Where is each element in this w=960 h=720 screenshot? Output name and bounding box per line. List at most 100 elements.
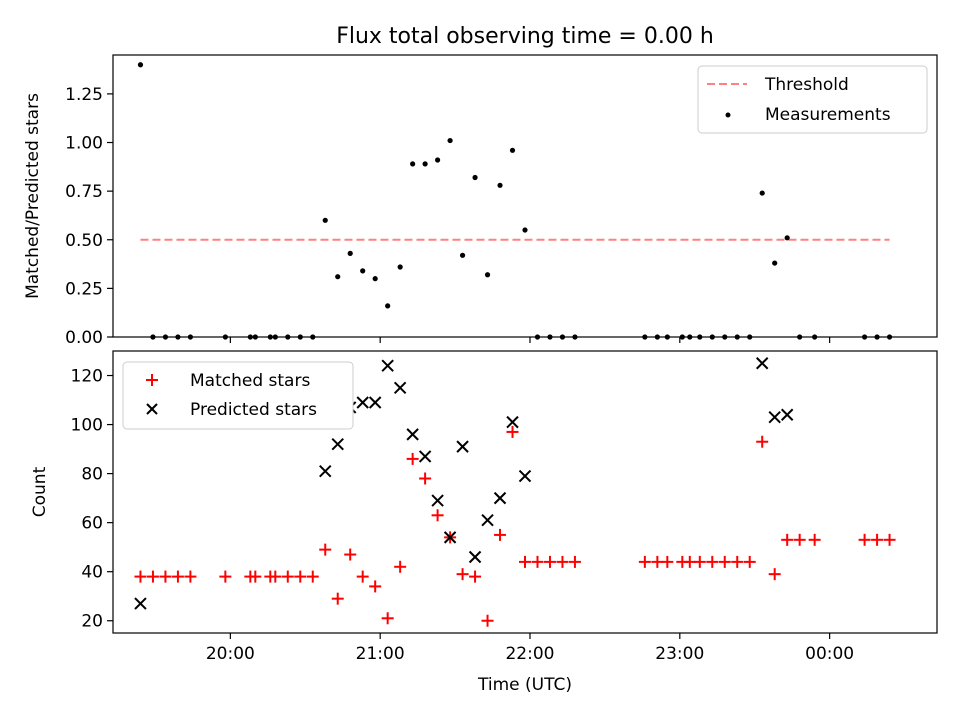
predicted-legend-label: Predicted stars [190,400,317,420]
matched-star-point [469,570,482,583]
predicted-star-point [431,494,444,507]
predicted-star-point [493,491,507,505]
predicted-legend-marker [146,403,158,415]
y-tick-label: 20 [81,612,103,632]
y-tick-label: 0.50 [65,231,103,251]
matched-star-point [871,533,884,546]
y-tick-label: 100 [71,416,103,436]
matched-star-point [319,543,332,556]
predicted-star-point [319,464,332,478]
y-tick-label: 1.25 [65,85,103,105]
measurement-point [497,182,503,188]
matched-star-point [808,533,821,546]
x-axis-label: Time (UTC) [477,675,572,695]
measurement-point [322,217,328,223]
matched-star-point [506,425,519,438]
matched-star-point [661,555,674,568]
matched-star-point [281,570,294,583]
matched-star-point [731,555,744,568]
matched-star-point [159,570,172,583]
matched-star-point [743,555,756,568]
predicted-star-point [756,357,769,370]
measurement-point [484,272,491,278]
matched-star-point [306,570,319,583]
predicted-star-point [780,408,794,421]
bottom-y-ticks: 20 40 60 80 100 120 [71,367,113,632]
measurement-point [410,161,416,167]
bottom-legend-box [122,361,354,430]
y-tick-label: 0.75 [65,182,103,202]
bottom-y-axis-label: Count [30,466,50,517]
top-axes-frame [112,54,938,338]
matched-star-point [356,570,369,583]
top-y-ticks: 0.00 0.25 0.50 0.75 1.00 1.25 [65,85,113,348]
predicted-star-point [418,450,432,463]
measurement-point [522,227,528,233]
predicted-star-point [356,396,369,409]
predicted-star-point [368,396,382,409]
predicted-star-point [768,411,781,424]
measurement-point [422,161,428,167]
measurement-point [335,274,341,280]
predicted-star-point [393,381,407,394]
x-tick-label: 22:00 [505,644,554,664]
predicted-star-point [518,469,532,483]
matched-star-point [294,570,307,583]
matched-star-point [756,435,769,448]
matched-star-point [331,592,344,605]
matched-star-point [781,533,794,546]
predicted-star-point [381,359,394,372]
top-panel: 0.00 0.25 0.50 0.75 1.00 1.25 Matched/Predict… [23,54,938,348]
matched-star-point [171,570,184,583]
measurement-point [347,250,353,256]
measurement-point [459,252,466,258]
matched-star-point [394,560,407,573]
y-tick-label: 0.00 [65,328,103,348]
bottom-axes-frame [112,350,938,634]
matched-star-point [419,472,432,485]
matched-star-point [431,509,444,522]
predicted-star-point [443,531,457,544]
matched-star-point [556,555,569,568]
matched-star-point [858,533,871,546]
matched-star-point [693,555,706,568]
top-plot-area [137,62,893,340]
matched-star-point [344,548,357,561]
matched-star-point [481,614,494,627]
matched-star-point [406,452,419,465]
measurement-point [385,303,391,309]
matched-star-point [718,555,731,568]
predicted-star-point [331,437,344,451]
chart-title: Flux total observing time = 0.00 h [336,24,714,49]
predicted-star-point [456,440,469,453]
matched-star-point [146,570,159,583]
matched-star-point [519,555,531,568]
matched-star-point [883,533,896,546]
predicted-star-point [468,550,482,564]
measurements-legend-label: Measurements [765,105,891,125]
predicted-star-point [134,597,147,610]
y-tick-label: 120 [71,367,103,387]
y-tick-label: 1.00 [65,134,103,154]
measurement-point [360,268,366,274]
y-tick-label: 60 [81,514,103,534]
y-tick-label: 80 [81,465,103,485]
matched-star-point [219,570,232,583]
bottom-legend: Matched stars Predicted stars [122,361,354,430]
x-tick-label: 00:00 [805,644,854,664]
top-x-ticks [229,337,831,343]
measurement-point [759,190,765,196]
predicted-star-point [406,428,419,441]
measurements-legend-marker [725,112,731,118]
threshold-legend-label: Threshold [764,75,849,95]
matched-star-point [543,555,556,568]
top-legend-box [697,65,928,134]
x-tick-label: 20:00 [206,644,255,664]
matched-star-point [456,568,469,581]
top-y-axis-label: Matched/Predicted stars [23,93,43,299]
measurement-point [772,260,778,266]
measurement-point [509,147,516,153]
x-tick-label: 21:00 [356,644,405,664]
measurement-point [447,137,453,144]
